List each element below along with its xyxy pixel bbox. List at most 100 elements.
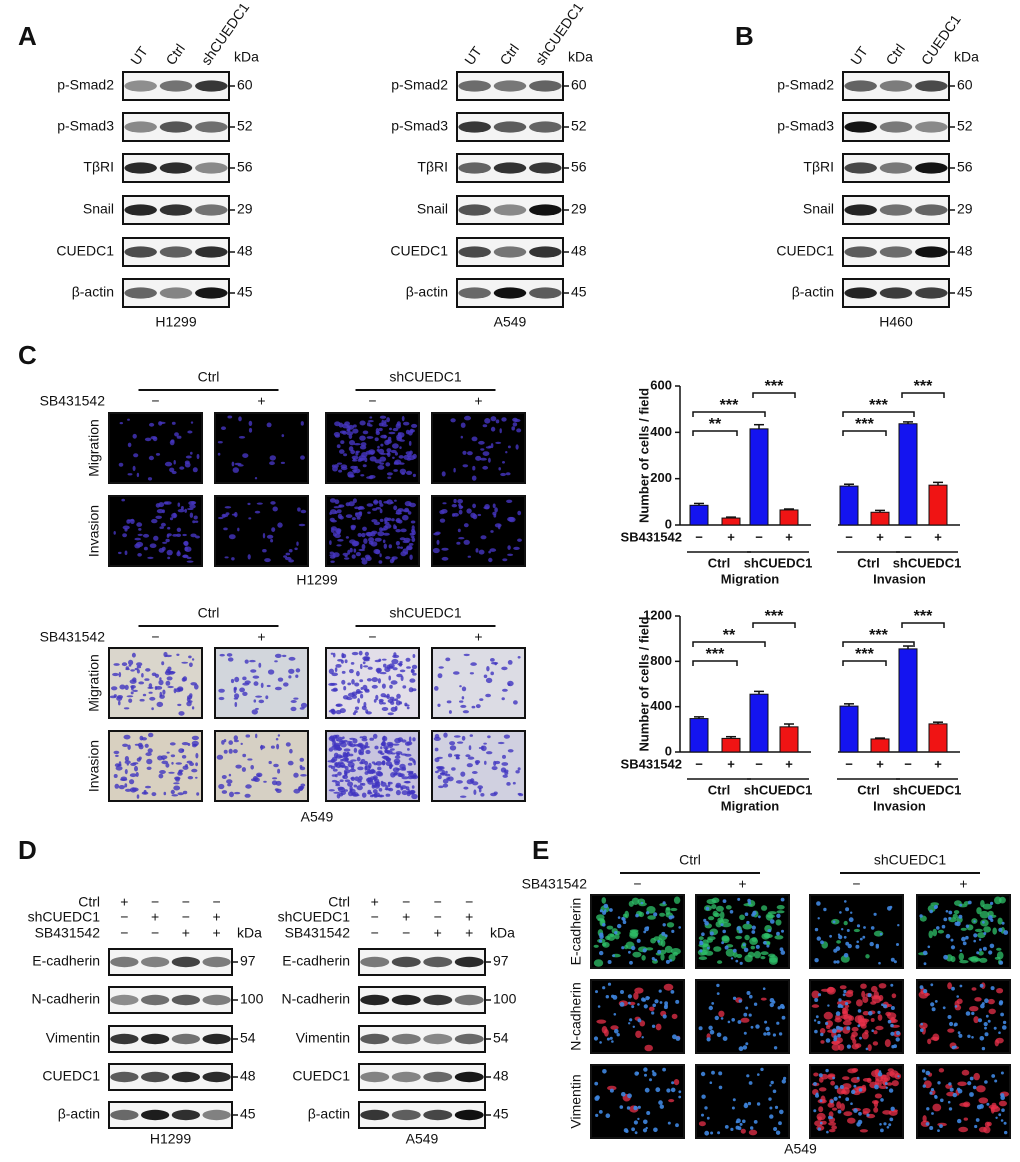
nucleus xyxy=(662,1067,666,1072)
blot-row-label: p-Smad2 xyxy=(777,77,834,93)
nucleus xyxy=(844,900,847,903)
stained-cell xyxy=(747,951,755,958)
stained-cell xyxy=(274,660,278,663)
stained-cell xyxy=(223,739,227,743)
stained-cell xyxy=(403,421,410,426)
stained-cell xyxy=(170,439,175,443)
stained-cell xyxy=(343,686,347,691)
nucleus xyxy=(641,1036,644,1039)
stained-cell xyxy=(450,418,456,423)
stained-cell xyxy=(441,471,446,477)
x-tick-label: + xyxy=(934,756,942,771)
stained-cell xyxy=(760,956,766,960)
stained-cell xyxy=(379,671,387,675)
nucleus xyxy=(614,931,618,935)
stained-cell xyxy=(464,415,471,421)
blot-row-label: p-Smad2 xyxy=(57,77,114,93)
stained-cell xyxy=(352,428,359,434)
nucleus xyxy=(835,1025,840,1030)
nucleus xyxy=(778,1032,783,1036)
stained-cell xyxy=(274,686,282,691)
blot-band xyxy=(915,162,948,174)
group-label: shCUEDC1 xyxy=(874,852,947,868)
nucleus xyxy=(840,1005,844,1009)
blot-band xyxy=(110,1071,139,1083)
stained-cell xyxy=(331,672,339,677)
nucleus xyxy=(627,1093,632,1099)
nucleus xyxy=(708,1025,713,1031)
y-tick-label: 400 xyxy=(650,424,672,439)
stained-cell xyxy=(413,773,417,778)
nucleus xyxy=(779,1003,785,1009)
stained-cell xyxy=(441,770,446,775)
stained-cell xyxy=(481,745,487,752)
stained-cell xyxy=(131,652,136,658)
stained-cell xyxy=(389,427,392,431)
stained-cell xyxy=(170,754,176,758)
blot-band xyxy=(195,287,228,299)
stained-cell xyxy=(463,539,470,545)
stained-cell xyxy=(127,473,133,476)
stained-cell xyxy=(359,736,363,739)
significance-label: *** xyxy=(765,378,784,395)
stained-cell xyxy=(441,547,449,551)
stained-cell xyxy=(831,1043,841,1051)
blot-band xyxy=(423,1109,453,1121)
blot-row-label: CUEDC1 xyxy=(292,1068,350,1084)
stained-cell xyxy=(344,659,348,664)
stained-cell xyxy=(924,992,930,996)
stained-cell xyxy=(330,528,335,533)
stained-cell xyxy=(434,757,440,763)
nucleus xyxy=(678,1095,682,1099)
stained-cell xyxy=(368,537,375,543)
stained-cell xyxy=(393,758,401,764)
nucleus xyxy=(753,1120,758,1124)
condition-label: shCUEDC1 xyxy=(278,909,351,925)
stained-cell xyxy=(129,679,137,684)
nucleus xyxy=(711,1002,715,1005)
stained-cell xyxy=(334,510,338,514)
blot-band xyxy=(110,994,139,1006)
stained-cell xyxy=(969,1006,979,1012)
stained-cell xyxy=(750,945,755,950)
stained-cell xyxy=(379,553,382,558)
stained-cell xyxy=(461,735,466,741)
nucleus xyxy=(995,1116,998,1120)
nucleus xyxy=(891,1045,895,1049)
stained-cell xyxy=(988,1104,999,1110)
nucleus xyxy=(781,929,784,933)
stained-cell xyxy=(386,741,394,747)
stained-cell xyxy=(165,680,171,686)
stained-cell xyxy=(177,703,182,707)
nucleus xyxy=(616,1033,620,1037)
nucleus xyxy=(607,960,612,964)
nucleus xyxy=(736,926,741,931)
stained-cell xyxy=(517,656,521,659)
stained-cell xyxy=(501,417,507,422)
blot-band xyxy=(844,287,877,299)
stained-cell xyxy=(328,765,333,768)
nucleus xyxy=(833,960,837,964)
stained-cell xyxy=(329,498,336,503)
stained-cell xyxy=(175,762,182,765)
nucleus xyxy=(952,1092,957,1098)
condition-sign: − xyxy=(434,894,442,910)
stained-cell xyxy=(958,1126,969,1133)
blot-row-label: Snail xyxy=(803,201,834,217)
stained-cell xyxy=(987,998,995,1005)
stained-cell xyxy=(402,540,410,544)
blot-band xyxy=(110,1033,139,1045)
stained-cell xyxy=(761,905,768,911)
blot-band xyxy=(360,1033,390,1045)
significance-label: *** xyxy=(855,416,874,433)
stained-cell xyxy=(360,557,366,561)
stained-cell xyxy=(262,532,266,539)
bar xyxy=(839,705,859,753)
nucleus xyxy=(706,1116,710,1120)
stained-cell xyxy=(504,771,509,775)
stained-cell xyxy=(351,554,356,559)
blot-band xyxy=(360,994,390,1006)
stained-cell xyxy=(668,1099,675,1103)
stained-cell xyxy=(702,943,711,952)
stained-cell xyxy=(195,752,199,759)
